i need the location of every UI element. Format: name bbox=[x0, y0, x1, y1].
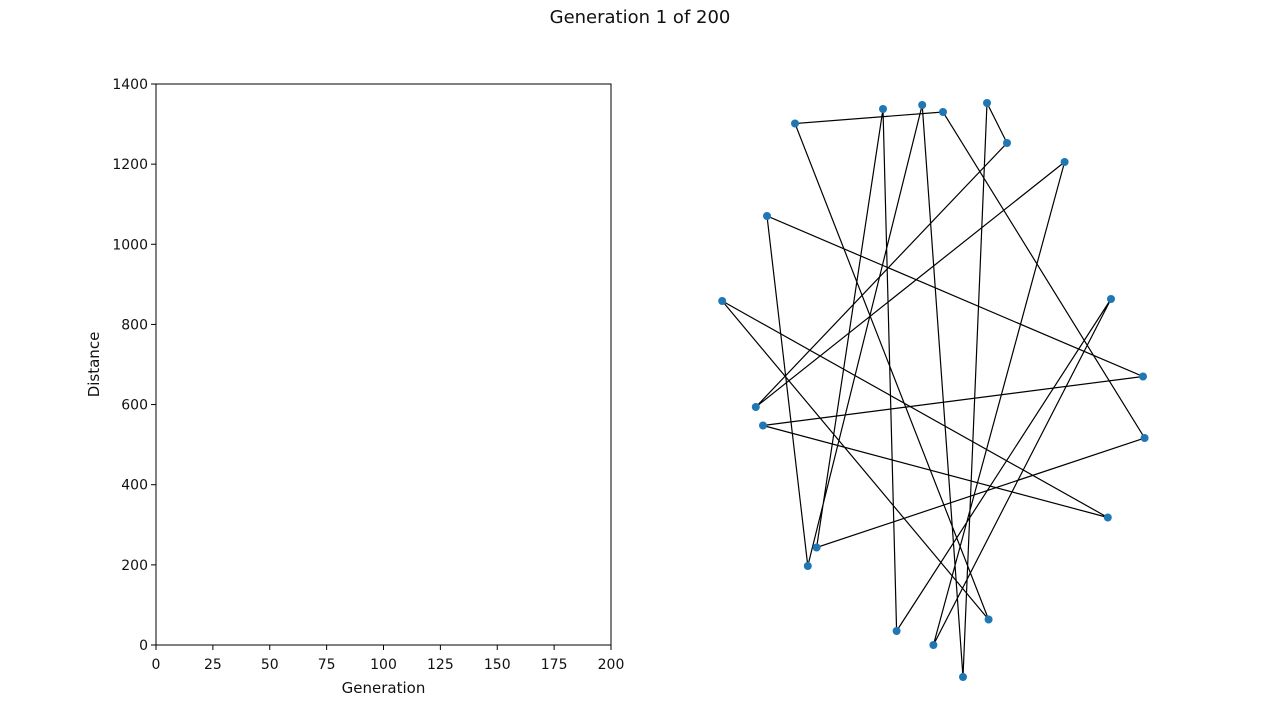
route-line bbox=[721, 100, 1146, 678]
y-axis-label: Distance bbox=[85, 332, 103, 398]
city-point-17 bbox=[984, 615, 993, 624]
city-point-1 bbox=[791, 119, 799, 128]
city-point-12 bbox=[1103, 513, 1112, 522]
city-point-2 bbox=[879, 105, 887, 113]
x-tick-label-0: 0 bbox=[152, 657, 161, 673]
x-axis-label: Generation bbox=[342, 679, 426, 697]
city-point-10 bbox=[1139, 372, 1147, 381]
y-tick-label-7: 1400 bbox=[112, 77, 148, 93]
city-point-8 bbox=[763, 212, 771, 220]
city-point-7 bbox=[1060, 158, 1069, 166]
x-tick-label-6: 150 bbox=[484, 657, 511, 673]
figure-title: Generation 1 of 200 bbox=[549, 7, 731, 28]
x-tick-label-3: 75 bbox=[318, 657, 336, 673]
city-point-20 bbox=[959, 673, 967, 681]
x-tick-label-8: 200 bbox=[598, 657, 625, 673]
route-axes bbox=[718, 99, 1149, 681]
y-tick-label-5: 1000 bbox=[112, 237, 148, 253]
distance-axes: 0 25 50 75 100 125 150 175 200 0 200 400 600 800 1000 1… bbox=[85, 77, 624, 697]
city-point-15 bbox=[812, 543, 821, 552]
city-point-16 bbox=[803, 562, 812, 570]
city-point-0 bbox=[718, 297, 727, 305]
y-tick-label-1: 200 bbox=[121, 558, 148, 574]
city-point-19 bbox=[929, 641, 938, 649]
y-tick-label-6: 1200 bbox=[112, 157, 148, 173]
y-tick-label-3: 600 bbox=[121, 398, 148, 414]
city-point-14 bbox=[759, 421, 767, 430]
city-point-18 bbox=[892, 627, 901, 635]
y-tick-label-0: 0 bbox=[139, 638, 148, 654]
x-tick-label-1: 25 bbox=[204, 657, 222, 673]
city-point-11 bbox=[1140, 434, 1149, 442]
city-point-13 bbox=[751, 403, 760, 411]
city-point-6 bbox=[1003, 139, 1011, 147]
city-point-5 bbox=[983, 99, 991, 107]
x-tick-label-2: 50 bbox=[261, 657, 279, 673]
x-tick-label-7: 175 bbox=[541, 657, 568, 673]
city-point-3 bbox=[918, 101, 927, 109]
x-tick-label-5: 125 bbox=[427, 657, 454, 673]
city-point-9 bbox=[1107, 295, 1115, 303]
plot-frame bbox=[155, 83, 612, 646]
city-point-4 bbox=[939, 108, 947, 116]
y-tick-label-2: 400 bbox=[121, 478, 148, 494]
x-tick-label-4: 100 bbox=[370, 657, 397, 673]
y-tick-label-4: 800 bbox=[121, 317, 148, 333]
